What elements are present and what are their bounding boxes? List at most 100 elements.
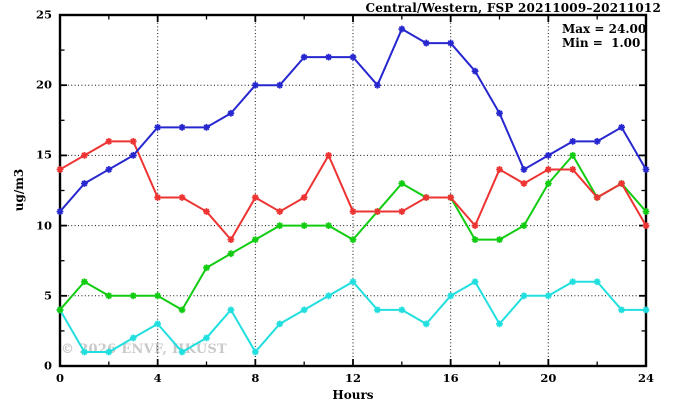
series-cyan-marker	[520, 292, 528, 300]
max-value-label: Max = 24.00	[562, 22, 647, 36]
series-cyan-marker	[227, 306, 235, 314]
series-blue-marker	[178, 123, 186, 131]
series-blue-marker	[520, 166, 528, 173]
series-blue-marker	[642, 166, 650, 173]
series-red-marker	[56, 166, 64, 173]
series-green-marker	[325, 222, 332, 230]
series-red-marker	[227, 236, 235, 244]
series-red-marker	[520, 180, 528, 187]
series-cyan-marker	[81, 348, 88, 356]
series-blue-marker	[593, 137, 601, 145]
series-cyan-marker	[276, 320, 284, 328]
series-blue-marker	[154, 123, 162, 131]
series-cyan-marker	[374, 306, 381, 314]
series-green-line	[59, 154, 647, 311]
series-green-marker	[154, 292, 162, 300]
series-blue-marker	[398, 25, 406, 33]
series-green-marker	[398, 180, 406, 187]
series-cyan-marker	[618, 306, 625, 314]
series-blue-marker	[300, 53, 308, 61]
plot-frame	[58, 13, 648, 368]
series-blue-marker	[496, 109, 503, 117]
series-cyan-marker	[398, 306, 406, 314]
series-cyan-marker	[471, 278, 479, 286]
x-tick-label: 16	[442, 371, 459, 385]
series-red-marker	[349, 208, 357, 215]
chart-title: Central/Western, FSP 20211009–20211012	[365, 1, 661, 15]
series-blue-marker	[325, 53, 332, 61]
series-cyan-marker	[642, 306, 650, 314]
series-green-marker	[496, 236, 503, 244]
series-cyan-marker	[447, 292, 455, 300]
series-green-marker	[520, 222, 528, 230]
series-blue-marker	[544, 151, 552, 159]
min-value-label: Min = 1.00	[562, 35, 641, 50]
series-green-marker	[544, 180, 552, 187]
series-blue	[56, 25, 650, 215]
series-green-marker	[471, 236, 479, 244]
series-green-marker	[300, 222, 308, 230]
series-cyan	[56, 278, 650, 356]
series-red-marker	[422, 194, 430, 201]
series-red-marker	[178, 194, 186, 201]
series-green-marker	[251, 236, 259, 244]
y-tick-label: 20	[35, 77, 52, 92]
series-green-marker	[227, 250, 235, 258]
series-red-marker	[154, 194, 162, 201]
series-red-marker	[544, 166, 552, 173]
series-red-marker	[251, 194, 259, 201]
series-blue-marker	[569, 137, 577, 145]
series-blue-marker	[447, 39, 455, 47]
series-red-marker	[81, 151, 88, 159]
series-red-marker	[618, 180, 625, 187]
series-green-marker	[56, 306, 64, 314]
series-red-marker	[593, 194, 601, 201]
series-blue-marker	[618, 123, 625, 131]
series-blue-marker	[105, 166, 113, 173]
series-cyan-marker	[203, 334, 210, 342]
series-cyan-marker	[422, 320, 430, 328]
series-cyan-marker	[300, 306, 308, 314]
y-tick-label: 5	[43, 288, 52, 303]
series-red-marker	[471, 222, 479, 230]
series-cyan-marker	[544, 292, 552, 300]
series-red-marker	[398, 208, 406, 215]
series-red-marker	[203, 208, 210, 215]
series-green-marker	[105, 292, 113, 300]
series-cyan-marker	[129, 334, 137, 342]
max-min-annotation: Max = 24.00 Min = 1.00	[562, 22, 647, 50]
series-blue-marker	[349, 53, 357, 61]
series-green-marker	[642, 208, 650, 215]
series-blue-marker	[422, 39, 430, 47]
series-cyan-marker	[593, 278, 601, 286]
series-cyan-marker	[178, 348, 186, 356]
series-blue-marker	[471, 67, 479, 75]
series-cyan-marker	[251, 348, 259, 356]
x-tick-label: 24	[637, 371, 655, 385]
y-axis-label: ug/m3	[12, 168, 26, 212]
series-blue-marker	[276, 81, 284, 89]
series-red-marker	[569, 166, 577, 173]
series-red-marker	[300, 194, 308, 201]
series-green-marker	[349, 236, 357, 244]
series-red-marker	[642, 222, 650, 230]
series-green-marker	[129, 292, 137, 300]
series-cyan-marker	[496, 320, 503, 328]
series-red-marker	[129, 137, 137, 145]
series-red-marker	[276, 208, 284, 215]
series-red-marker	[374, 208, 381, 215]
series-cyan-marker	[154, 320, 162, 328]
series-blue-marker	[81, 180, 88, 187]
series-green-marker	[569, 151, 577, 159]
series-red-marker	[105, 137, 113, 145]
series-cyan-marker	[325, 292, 332, 300]
series-red-marker	[496, 166, 503, 173]
series-green-marker	[203, 264, 210, 272]
series-red-marker	[447, 194, 455, 201]
y-tick-label: 0	[43, 358, 52, 373]
series-green-marker	[178, 306, 186, 314]
x-tick-label: 8	[251, 371, 260, 385]
x-axis-label: Hours	[332, 388, 374, 402]
